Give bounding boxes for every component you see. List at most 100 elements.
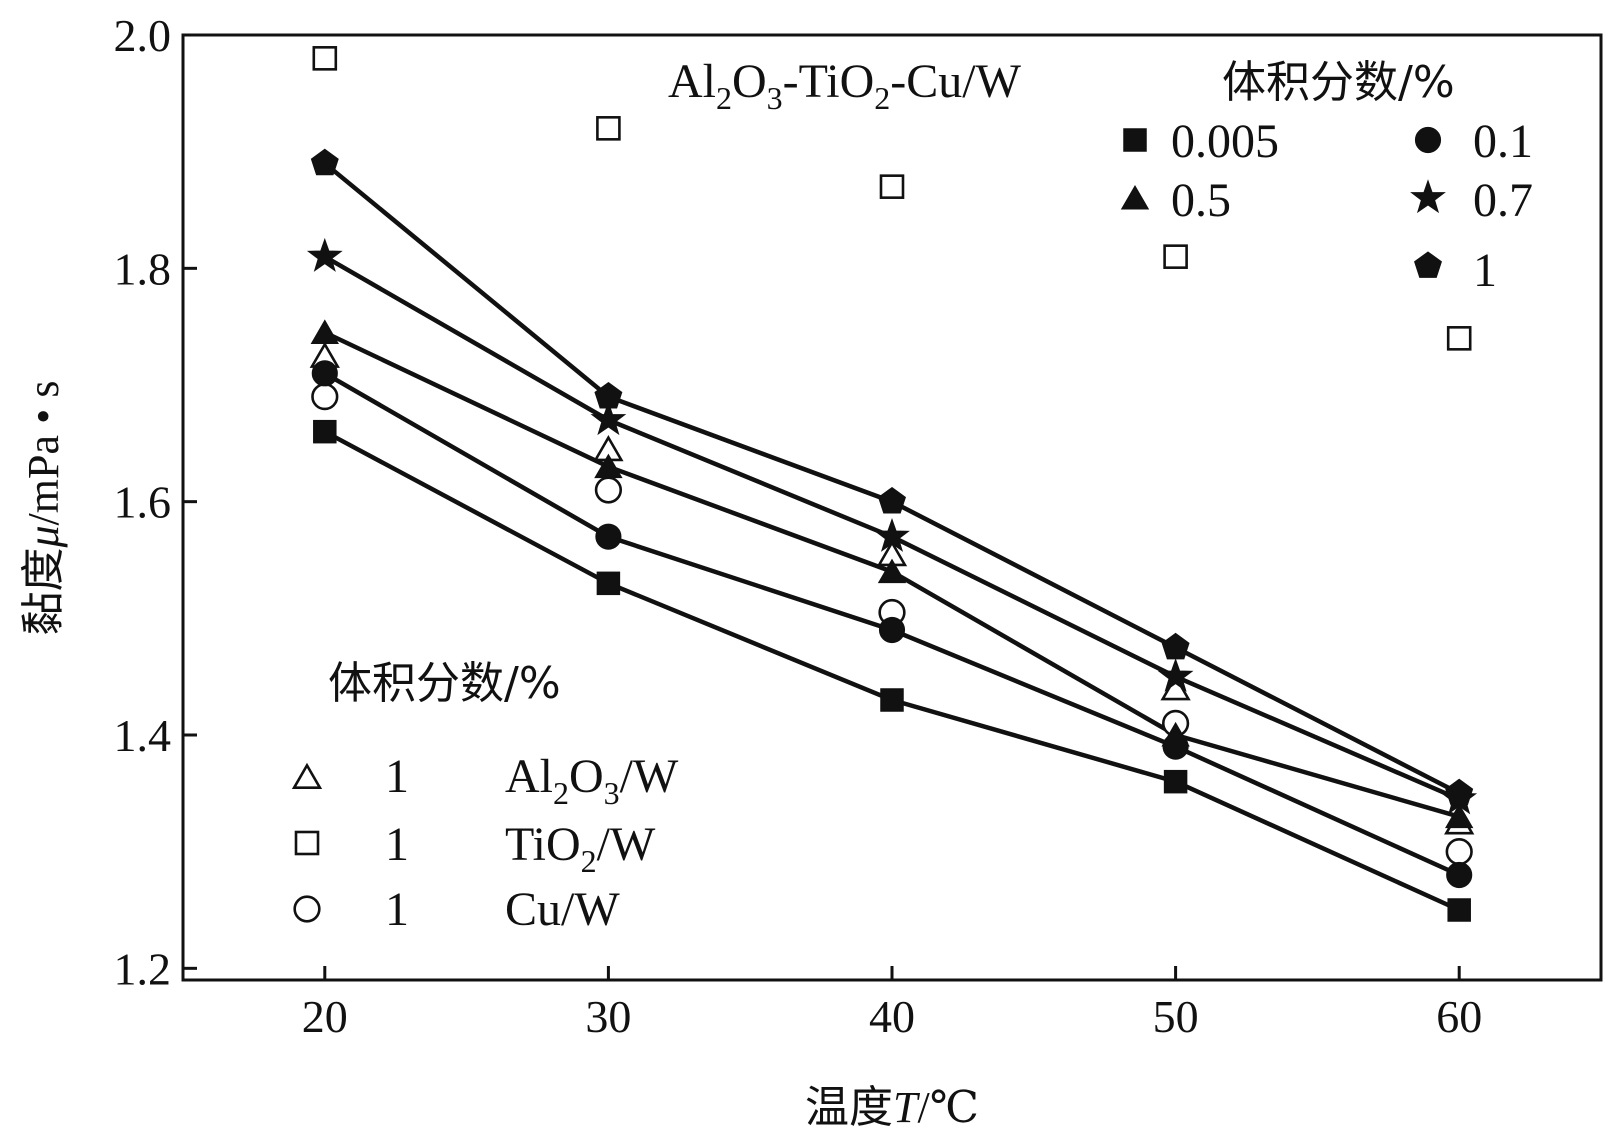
legend-marker: [291, 762, 323, 790]
legend-entry-al2o3: [291, 762, 323, 790]
legend-name-part: /W: [620, 750, 679, 803]
legend-entry-tio2: [294, 830, 320, 856]
x-axis-title-unit: /℃: [918, 1083, 979, 1132]
legend-hybrid-heading: Al2O3-TiO2-Cu/W: [668, 55, 1022, 116]
data-point: [878, 616, 906, 644]
data-point: [594, 381, 623, 409]
legend-name-sub: 2: [581, 843, 597, 879]
data-point: [311, 360, 338, 387]
series-2-points: [310, 319, 1474, 829]
legend-label-tio2-name: TiO2/W: [505, 818, 656, 879]
y-tick-label: 1.2: [114, 943, 172, 994]
legend-entry-0.7: [1410, 179, 1446, 214]
legend-name-part: TiO: [505, 818, 581, 871]
legend-marker: [1414, 251, 1442, 278]
data-point: [1163, 244, 1188, 269]
data-point: [1444, 803, 1474, 829]
legend-entry-0.5: [1120, 185, 1150, 210]
legend-hybrid-heading-part: -Cu/W: [890, 55, 1021, 108]
legend-hybrid-heading-sub: 2: [716, 80, 732, 116]
y-tick-label: 1.4: [114, 710, 172, 761]
data-point: [1445, 838, 1473, 866]
legend-label-al2o3-name: Al2O3/W: [505, 750, 679, 811]
data-point: [878, 486, 906, 514]
data-point: [874, 517, 910, 552]
y-axis-title-symbol: μ: [19, 525, 68, 548]
legend-entry-0.005: [1123, 128, 1147, 152]
legend-marker: [1120, 185, 1150, 210]
x-tick-label: 30: [585, 991, 631, 1042]
legend-marker: [293, 895, 321, 923]
x-axis-title-symbol: T: [893, 1083, 921, 1132]
x-tick-label: 40: [869, 991, 915, 1042]
y-axis: 1.2 1.4 1.6 1.8 2.0: [114, 10, 197, 994]
y-axis-title: 黏度μ/mPa • s: [18, 380, 69, 635]
legend-label-cu-volume: 1: [385, 883, 409, 936]
legend-label-cu-name: Cu/W: [505, 883, 620, 936]
x-tick-label: 60: [1436, 991, 1482, 1042]
x-axis-title: 温度T/℃: [805, 1082, 979, 1133]
legend-marker: [294, 830, 320, 856]
legend-marker: [1414, 126, 1442, 154]
series-0-points: [313, 419, 1471, 922]
legend-label-0.1: 0.1: [1473, 115, 1533, 168]
series-3-points: [306, 237, 1478, 815]
data-point: [1446, 861, 1473, 889]
legend-label-0.5: 0.5: [1171, 174, 1231, 227]
data-point: [596, 116, 621, 141]
y-tick-label: 1.6: [114, 477, 172, 528]
legend-hybrid-heading-part: O: [732, 55, 767, 108]
data-point: [590, 401, 627, 436]
legend-entry-cu: [293, 895, 321, 923]
data-point: [595, 523, 622, 550]
series-1-points: [311, 360, 1473, 889]
legend-hybrid-heading-sub: 3: [767, 80, 783, 116]
data-point: [306, 237, 343, 272]
legend-hybrid-heading-part: -TiO: [783, 55, 875, 108]
data-point: [594, 476, 623, 504]
legend-mono-title: 体积分数/%: [328, 658, 561, 709]
legend-marker: [1123, 128, 1147, 152]
legend-name-part: O: [569, 750, 604, 803]
legend-label-0.005: 0.005: [1171, 115, 1279, 168]
data-point: [1161, 632, 1190, 660]
legend-hybrid-heading-part: Al: [668, 55, 716, 108]
legend-marker: [1410, 179, 1446, 214]
legend-entry-1: [1414, 251, 1442, 278]
legend-hybrid-heading-sub: 2: [874, 80, 890, 116]
data-point: [1161, 721, 1190, 747]
data-point: [879, 174, 905, 199]
data-point: [1446, 326, 1472, 351]
data-point: [1447, 898, 1471, 922]
y-axis-title-prefix: 黏度: [18, 548, 69, 636]
data-point: [1163, 769, 1188, 794]
legend-name-sub: 3: [604, 775, 620, 811]
y-axis-title-unit: /mPa • s: [19, 380, 68, 525]
series-6-points: [312, 46, 1472, 351]
y-tick-label: 1.8: [114, 243, 172, 294]
data-point: [1445, 778, 1474, 806]
x-axis-title-prefix: 温度: [805, 1082, 893, 1133]
legend-label-al2o3-volume: 1: [385, 750, 409, 803]
series-layer: [306, 46, 1478, 922]
data-point: [313, 419, 337, 444]
legend-label-tio2-volume: 1: [385, 818, 409, 871]
legend-entry-0.1: [1414, 126, 1442, 154]
data-point: [594, 453, 623, 479]
legend-hybrid-title: 体积分数/%: [1222, 57, 1455, 108]
legend-name-sub: 2: [553, 775, 569, 811]
data-point: [312, 46, 338, 71]
data-point: [596, 571, 621, 596]
data-point: [310, 319, 340, 344]
legend-mono: 体积分数/% 1 Al2O3/W 1 TiO2/W 1 Cu/W: [291, 658, 679, 936]
data-point: [877, 558, 907, 584]
x-axis: 20 30 40 50 60: [302, 966, 1482, 1042]
legend-hybrid: Al2O3-TiO2-Cu/W 体积分数/% 0.005 0.1 0.5 0.7…: [668, 55, 1533, 297]
data-point: [880, 688, 904, 712]
y-tick-label: 2.0: [114, 10, 172, 61]
series-5-points: [309, 341, 1475, 835]
legend-name-part: Al: [505, 750, 553, 803]
legend-label-0.7: 0.7: [1473, 174, 1533, 227]
legend-label-1: 1: [1473, 244, 1497, 297]
